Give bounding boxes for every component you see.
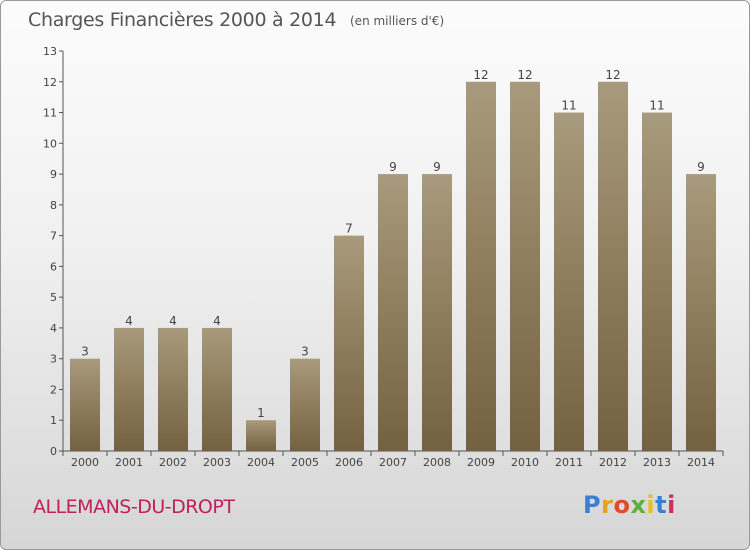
- bar: [202, 327, 232, 451]
- x-tick-label: 2005: [291, 456, 319, 469]
- logo-letter: i: [646, 491, 656, 519]
- bar: [246, 420, 276, 451]
- logo-letter: P: [583, 491, 602, 519]
- bar: [554, 112, 584, 452]
- y-tick-label: 12: [43, 76, 57, 89]
- y-tick-label: 7: [50, 230, 57, 243]
- bar-value-label: 12: [517, 68, 532, 82]
- bar: [70, 358, 100, 451]
- bar-value-label: 7: [345, 222, 353, 236]
- y-tick-label: 13: [43, 45, 57, 58]
- y-tick-label: 6: [50, 260, 57, 273]
- y-tick-label: 4: [50, 322, 57, 335]
- chart-title: Charges Financières 2000 à 2014: [28, 9, 337, 31]
- y-tick-label: 9: [50, 168, 57, 181]
- bar: [598, 81, 628, 452]
- x-tick-label: 2003: [203, 456, 231, 469]
- town-name: ALLEMANS-DU-DROPT: [33, 496, 235, 518]
- y-tick-label: 8: [50, 199, 57, 212]
- bar-value-label: 9: [433, 160, 441, 174]
- y-tick-label: 11: [43, 107, 57, 120]
- x-tick-label: 2009: [467, 456, 495, 469]
- y-tick-label: 3: [50, 353, 57, 366]
- bar: [466, 81, 496, 452]
- x-tick-label: 2011: [555, 456, 583, 469]
- x-tick-label: 2013: [643, 456, 671, 469]
- bar: [334, 235, 364, 451]
- logo-letter: x: [630, 491, 647, 519]
- y-tick-label: 1: [50, 414, 57, 427]
- bar-value-label: 12: [605, 68, 620, 82]
- bar: [422, 174, 452, 452]
- x-tick-label: 2001: [115, 456, 143, 469]
- logo-letter: o: [613, 491, 631, 519]
- y-tick-label: 2: [50, 383, 57, 396]
- y-tick-label: 0: [50, 445, 57, 458]
- logo-letter: i: [667, 491, 676, 519]
- y-tick-label: 5: [50, 291, 57, 304]
- x-tick-label: 2006: [335, 456, 363, 469]
- bar: [378, 174, 408, 452]
- bar-value-label: 1: [257, 406, 265, 420]
- x-tick-label: 2014: [687, 456, 715, 469]
- bar: [642, 112, 672, 452]
- proxiti-logo[interactable]: Proxiti: [583, 491, 676, 519]
- bar-value-label: 11: [649, 99, 664, 113]
- logo-letter: t: [655, 491, 668, 519]
- bar-value-label: 4: [125, 314, 133, 328]
- chart-subtitle: (en milliers d'€): [350, 14, 445, 28]
- bar: [114, 327, 144, 451]
- bar-value-label: 4: [169, 314, 177, 328]
- bar-value-label: 3: [301, 345, 309, 359]
- x-tick-label: 2004: [247, 456, 275, 469]
- x-tick-label: 2008: [423, 456, 451, 469]
- x-tick-label: 2012: [599, 456, 627, 469]
- x-tick-label: 2010: [511, 456, 539, 469]
- bar-value-label: 9: [697, 160, 705, 174]
- bar-value-label: 3: [81, 345, 89, 359]
- bar: [686, 174, 716, 452]
- bar-value-label: 12: [473, 68, 488, 82]
- logo-letter: r: [601, 491, 614, 519]
- x-tick-label: 2000: [71, 456, 99, 469]
- x-tick-label: 2002: [159, 456, 187, 469]
- bar: [510, 81, 540, 452]
- x-tick-label: 2007: [379, 456, 407, 469]
- bar: [290, 358, 320, 451]
- y-tick-label: 10: [43, 137, 57, 150]
- bar: [158, 327, 188, 451]
- bar-value-label: 4: [213, 314, 221, 328]
- bar-value-label: 11: [561, 99, 576, 113]
- bar-value-label: 9: [389, 160, 397, 174]
- chart-bars: 3 4 4 4 1 3 7 9 9 12 12 11 12 11 9: [70, 68, 716, 452]
